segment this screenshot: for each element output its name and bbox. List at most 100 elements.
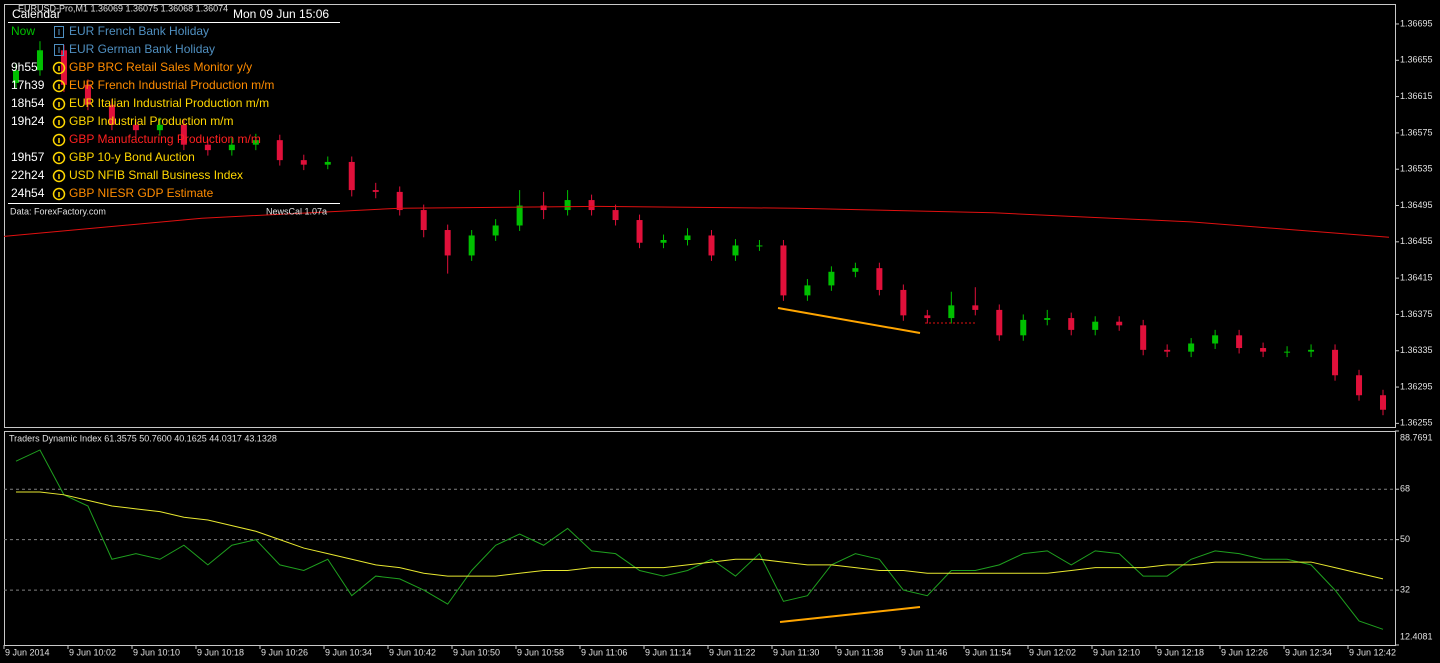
candle-body — [36, 50, 43, 71]
candle-body — [468, 235, 475, 256]
event-name: GBP Industrial Production m/m — [69, 114, 234, 128]
candle-body — [1020, 319, 1027, 336]
time-label: 9 Jun 11:14 — [645, 647, 691, 657]
candle-body — [180, 124, 187, 145]
time-label: 9 Jun 11:06 — [581, 647, 627, 657]
symbol-line: EURUSD-Pro,M1 1.36069 1.36075 1.36068 1.… — [18, 3, 228, 13]
candle-body — [156, 124, 163, 131]
candle-body — [1380, 395, 1387, 410]
candle-body — [1356, 375, 1363, 396]
price-label: 1.36615 — [1400, 91, 1433, 101]
candle-body — [636, 220, 643, 243]
candle-body — [564, 200, 571, 211]
candle-body — [1140, 325, 1147, 350]
event-name: EUR French Bank Holiday — [69, 24, 209, 38]
candle-body — [852, 268, 859, 272]
candle-body — [948, 305, 955, 319]
trendline[interactable] — [777, 307, 921, 334]
price-panel — [4, 4, 1396, 428]
candle-body — [300, 160, 307, 165]
time-label: 9 Jun 10:34 — [325, 647, 372, 657]
candle-body — [1236, 335, 1243, 349]
candle-body — [1044, 318, 1051, 320]
event-time: 18h54 — [11, 96, 45, 110]
candle-body — [1212, 335, 1219, 344]
price-label: 1.36295 — [1400, 381, 1433, 391]
event-name: EUR Italian Industrial Production m/m — [69, 96, 269, 110]
price-label: 1.36375 — [1400, 309, 1433, 319]
price-label: 1.36575 — [1400, 127, 1433, 137]
event-time: 9h55 — [11, 60, 38, 74]
price-label: 1.36695 — [1400, 18, 1433, 28]
candle-body — [228, 144, 235, 151]
time-label: 9 Jun 12:18 — [1157, 647, 1204, 657]
time-label: 9 Jun 10:58 — [517, 647, 564, 657]
indicator-line — [15, 491, 1384, 580]
time-label: 9 Jun 11:30 — [773, 647, 819, 657]
moving-average — [3, 205, 1390, 238]
clock: Mon 09 Jun 15:06 — [233, 7, 329, 21]
time-label: 9 Jun 10:10 — [133, 647, 180, 657]
candle-body — [1092, 321, 1099, 330]
indicator-line — [15, 449, 1384, 630]
candle-body — [972, 305, 979, 310]
info-icon — [52, 187, 66, 201]
info-icon — [52, 115, 66, 129]
time-label: 9 Jun 10:18 — [197, 647, 244, 657]
info-icon — [52, 97, 66, 111]
info-icon — [52, 61, 66, 75]
info-icon — [52, 151, 66, 165]
candle-body — [924, 315, 931, 319]
event-time: 19h24 — [11, 114, 45, 128]
info-icon — [52, 79, 66, 93]
time-label: 9 Jun 10:42 — [389, 647, 436, 657]
time-label: 9 Jun 11:54 — [965, 647, 1011, 657]
price-label: 1.36335 — [1400, 345, 1433, 355]
time-label: 9 Jun 12:42 — [1349, 647, 1396, 657]
candle-body — [612, 210, 619, 221]
version: NewsCal 1.07a — [266, 206, 327, 216]
event-name: USD NFIB Small Business Index — [69, 168, 243, 182]
event-time: 24h54 — [11, 186, 45, 200]
event-name: GBP NIESR GDP Estimate — [69, 186, 214, 200]
indicator-label: 12.4081 — [1400, 631, 1433, 641]
event-name: EUR French Industrial Production m/m — [69, 78, 274, 92]
candle-body — [1164, 349, 1171, 352]
candle-body — [876, 268, 883, 290]
time-label: 9 Jun 11:38 — [837, 647, 883, 657]
candle-body — [372, 190, 379, 192]
candle-body — [108, 104, 115, 125]
candle-body — [540, 205, 547, 211]
candle-body — [1116, 321, 1123, 326]
candle-body — [1068, 318, 1075, 330]
info-icon — [52, 169, 66, 183]
candle-body — [1188, 343, 1195, 352]
trendline[interactable] — [779, 606, 921, 623]
candle-body — [276, 140, 283, 161]
indicator-label: 50 — [1400, 534, 1410, 544]
event-name: EUR German Bank Holiday — [69, 42, 215, 56]
event-name: GBP 10-y Bond Auction — [69, 150, 195, 164]
candle-body — [12, 70, 19, 83]
time-label: 9 Jun 12:10 — [1093, 647, 1140, 657]
info-icon — [52, 133, 66, 147]
time-label: 9 Jun 11:46 — [901, 647, 947, 657]
candle-body — [828, 271, 835, 286]
candle-body — [516, 205, 523, 226]
candle-body — [780, 245, 787, 296]
candle-body — [660, 240, 667, 243]
time-label: 9 Jun 12:02 — [1029, 647, 1076, 657]
candle-body — [204, 144, 211, 151]
candle-body — [348, 161, 355, 191]
event-time: 17h39 — [11, 78, 45, 92]
candle-body — [396, 191, 403, 211]
time-label: 9 Jun 12:26 — [1221, 647, 1268, 657]
event-name: GBP BRC Retail Sales Monitor y/y — [69, 60, 252, 74]
candle-body — [756, 245, 763, 247]
candle-body — [1332, 349, 1339, 376]
candle-body — [804, 285, 811, 296]
time-label: 9 Jun 12:34 — [1285, 647, 1332, 657]
holiday-icon — [54, 26, 64, 38]
